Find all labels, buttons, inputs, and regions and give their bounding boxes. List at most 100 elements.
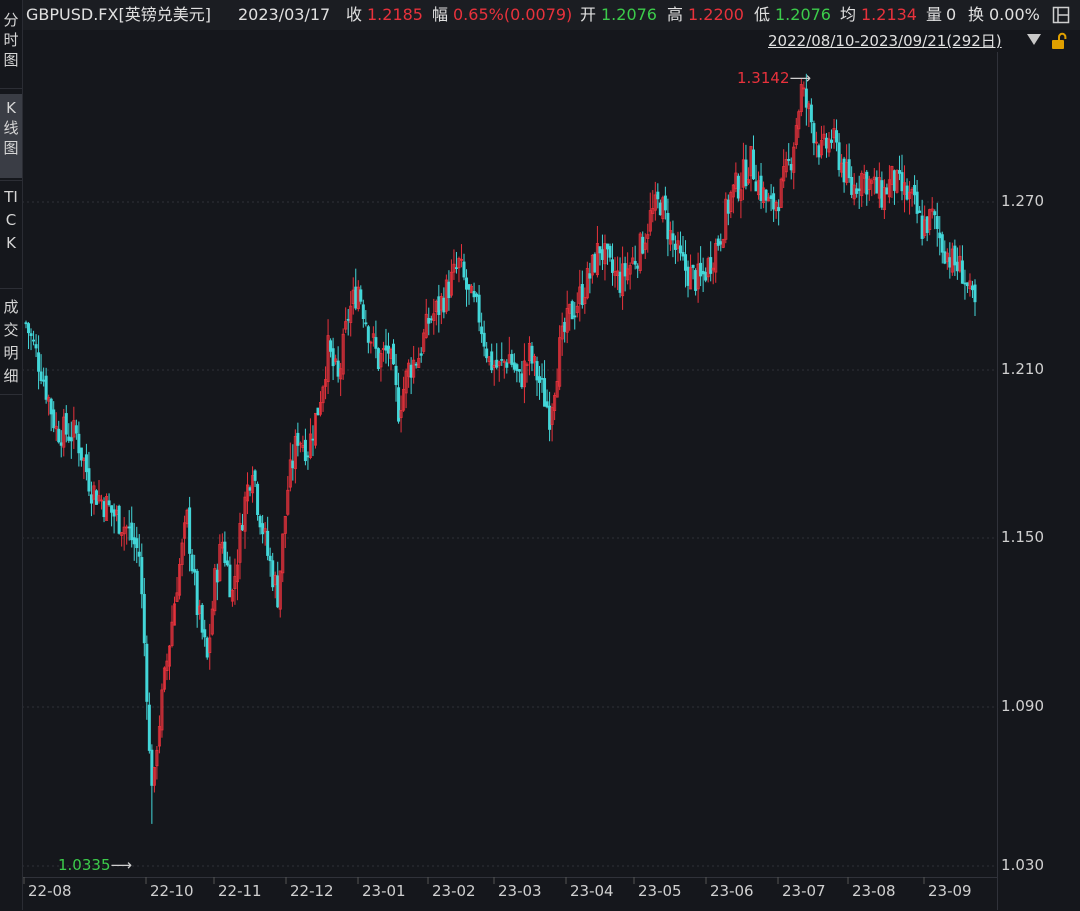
- candle-down: [548, 405, 552, 430]
- candle-down: [857, 188, 861, 192]
- candle-up: [243, 496, 247, 532]
- candle-down: [684, 254, 688, 271]
- candle-down: [510, 353, 514, 365]
- candle-down: [804, 88, 808, 108]
- candle-up: [689, 267, 693, 290]
- candle-down: [837, 142, 841, 171]
- candle-up: [208, 637, 212, 653]
- candle-up: [525, 363, 529, 366]
- candle-up: [183, 522, 187, 539]
- max-arrow-icon: ⟶: [789, 69, 812, 87]
- x-tick-label: 23-07: [782, 882, 826, 900]
- open-value: 1.2076: [601, 5, 657, 24]
- candle-down: [366, 326, 370, 343]
- candle-down: [205, 637, 209, 658]
- candle-down: [135, 538, 139, 549]
- candle-down: [74, 425, 78, 434]
- candle-down: [943, 251, 947, 264]
- candle-down: [397, 387, 401, 422]
- candle-down: [462, 261, 466, 278]
- candle-up: [653, 194, 657, 211]
- candle-down: [593, 253, 597, 273]
- x-tick-label: 23-03: [498, 882, 542, 900]
- candle-up: [298, 442, 302, 445]
- range-dropdown-icon[interactable]: [1027, 34, 1041, 45]
- candle-down: [543, 378, 547, 407]
- candle-down: [530, 345, 534, 364]
- candle-down: [480, 326, 484, 335]
- close-label: 收: [346, 5, 363, 24]
- candle-up: [167, 645, 171, 667]
- candle-down: [130, 522, 134, 541]
- candle-down: [885, 187, 889, 195]
- candle-down: [495, 359, 499, 368]
- volume-value: 0: [946, 5, 957, 24]
- candle-down: [409, 364, 413, 378]
- candle-down: [580, 283, 584, 305]
- candle-down: [142, 593, 146, 644]
- tab-timeshare[interactable]: 分时图: [0, 6, 22, 84]
- candle-down: [89, 494, 93, 504]
- candle-down: [311, 438, 315, 441]
- candle-up: [251, 475, 255, 494]
- candle-down: [736, 175, 740, 199]
- candle-down: [253, 470, 257, 481]
- candle-up: [774, 201, 778, 212]
- candle-up: [779, 178, 783, 208]
- tab-kline-label: K线图: [3, 99, 19, 157]
- candle-down: [709, 257, 713, 274]
- candle-down: [704, 271, 708, 281]
- candle-up: [585, 268, 589, 299]
- y-tick-label: 1.150: [1001, 528, 1044, 546]
- candle-down: [892, 170, 896, 191]
- candle-down: [726, 199, 730, 214]
- candle-up: [930, 208, 934, 212]
- candle-down: [666, 212, 670, 240]
- candle-down: [190, 554, 194, 572]
- candle-down: [515, 364, 519, 371]
- candle-up: [558, 337, 562, 387]
- candle-down: [787, 159, 791, 161]
- date-range-selector[interactable]: 2022/08/10-2023/09/21(292日): [768, 32, 1002, 50]
- candle-up: [729, 192, 733, 212]
- candle-up: [162, 667, 166, 690]
- x-tick-label: 23-08: [852, 882, 896, 900]
- candle-down: [963, 282, 967, 285]
- candle-down: [127, 526, 131, 529]
- candle-up: [696, 263, 700, 290]
- candle-down: [52, 409, 56, 429]
- tab-trade-detail[interactable]: 成交明细: [0, 294, 22, 396]
- candle-up: [784, 159, 788, 173]
- unlock-icon[interactable]: [1050, 32, 1068, 50]
- candle-down: [485, 348, 489, 359]
- candle-down: [223, 541, 227, 563]
- candle-up: [97, 495, 101, 502]
- candle-down: [965, 282, 969, 287]
- candle-down: [394, 365, 398, 386]
- candle-down: [915, 191, 919, 214]
- x-tick-label: 23-02: [432, 882, 476, 900]
- tab-tick-label: TICK: [4, 188, 18, 252]
- candle-down: [933, 211, 937, 216]
- candle-down: [117, 505, 121, 534]
- tab-trade-detail-label: 成交明细: [3, 298, 19, 385]
- candle-down: [751, 149, 755, 180]
- x-tick-label: 22-12: [290, 882, 334, 900]
- candle-down: [42, 379, 46, 382]
- candle-up: [522, 360, 526, 388]
- candle-down: [598, 246, 602, 254]
- panel-layout-icon[interactable]: [1052, 6, 1070, 24]
- candle-up: [870, 180, 874, 184]
- candle-down: [147, 704, 151, 751]
- candle-down: [913, 184, 917, 196]
- tab-tick[interactable]: TICK: [0, 184, 22, 282]
- candle-up: [867, 178, 871, 190]
- candle-up: [122, 526, 126, 535]
- tab-kline[interactable]: K线图: [0, 94, 22, 178]
- candle-up: [235, 564, 239, 583]
- candle-up: [794, 125, 798, 146]
- candle-up: [739, 189, 743, 201]
- candle-down: [764, 189, 768, 201]
- candle-down: [633, 260, 637, 265]
